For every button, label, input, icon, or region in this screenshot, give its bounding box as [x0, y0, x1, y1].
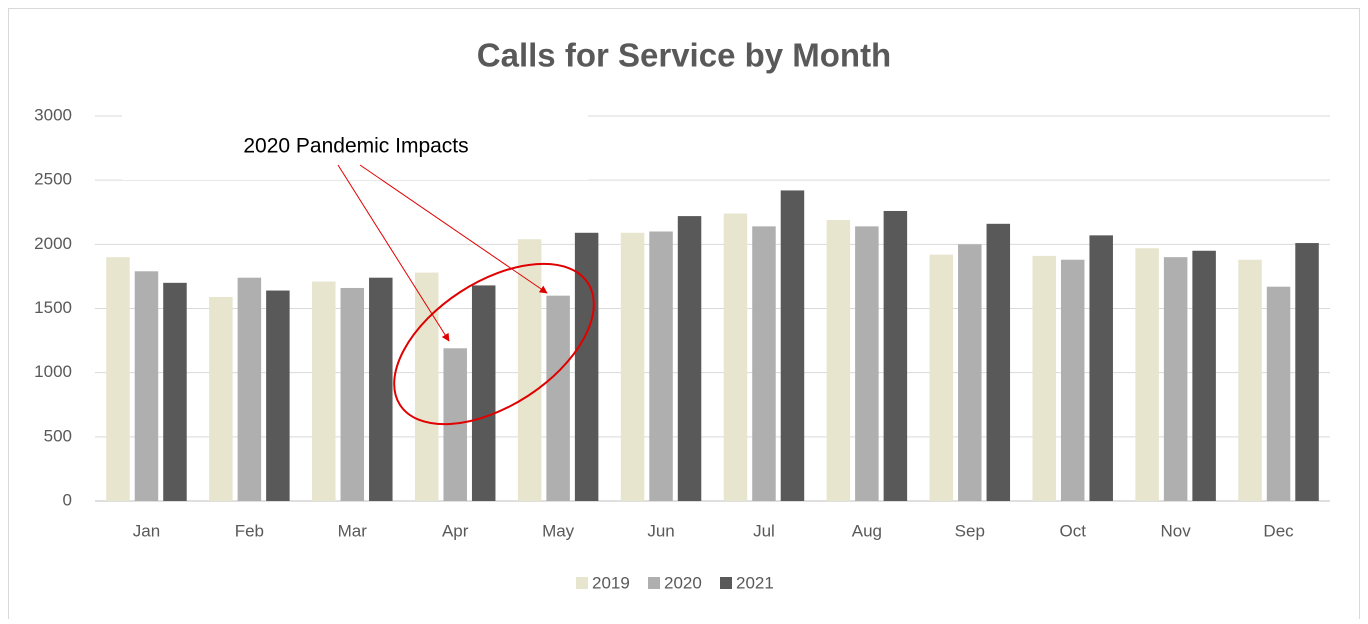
x-tick-label: Jun: [647, 521, 674, 540]
x-tick-label: Aug: [852, 521, 882, 540]
y-tick-label: 1000: [34, 362, 72, 381]
bar: [723, 213, 748, 502]
annotation: 2020 Pandemic Impacts: [122, 112, 595, 426]
bar: [237, 277, 262, 501]
bar: [209, 296, 233, 501]
bar: [780, 190, 805, 501]
x-tick-label: May: [542, 521, 575, 540]
x-tick-label: Sep: [955, 521, 985, 540]
bar: [958, 244, 982, 502]
bar: [340, 287, 365, 501]
y-tick-label: 500: [44, 426, 72, 445]
legend-label: 2019: [592, 573, 630, 592]
bar: [443, 348, 467, 501]
bar: [134, 271, 159, 501]
bar: [1060, 259, 1085, 501]
bar: [546, 295, 570, 501]
x-tick-label: Jan: [133, 521, 160, 540]
x-tick-label: Feb: [235, 521, 264, 540]
x-tick-label: Dec: [1263, 521, 1294, 540]
annotation-arrow: [359, 164, 548, 294]
bar: [369, 277, 393, 501]
bar: [163, 282, 187, 501]
bar: [1089, 235, 1113, 501]
chart-title: Calls for Service by Month: [477, 37, 891, 74]
annotation-ellipse: [393, 262, 595, 426]
bar: [1135, 248, 1159, 501]
bar: [1163, 257, 1188, 501]
y-tick-label: 3000: [34, 105, 72, 124]
x-tick-label: Mar: [338, 521, 368, 540]
x-tick-label: Jul: [753, 521, 775, 540]
bar: [574, 232, 599, 502]
bars: [106, 190, 1319, 502]
y-tick-label: 0: [63, 490, 72, 509]
legend-label: 2021: [736, 573, 774, 592]
bar: [1295, 243, 1319, 502]
bar: [883, 210, 908, 501]
bar: [752, 226, 776, 501]
legend-label: 2020: [664, 573, 702, 592]
legend-swatch: [576, 577, 588, 589]
y-tick-label: 2000: [34, 234, 72, 253]
bar: [1192, 250, 1216, 501]
bar: [826, 219, 851, 501]
bar: [677, 216, 702, 501]
bar: [471, 285, 496, 501]
bar: [620, 232, 645, 502]
annotation-box: [122, 112, 588, 180]
legend: 2019 2020 2021: [576, 573, 774, 592]
x-tick-label: Nov: [1161, 521, 1192, 540]
annotation-arrow: [337, 164, 450, 342]
bar: [517, 239, 542, 501]
legend-swatch: [720, 577, 732, 589]
bar: [106, 257, 130, 501]
bar: [649, 231, 673, 501]
bar: [266, 290, 290, 501]
grid: 0 500 1000 1500 2000 2500 3000 Jan Feb Mar Apr May J…: [34, 105, 1330, 540]
bar: [929, 254, 954, 501]
x-tick-label: Apr: [442, 521, 469, 540]
bar: [855, 226, 879, 501]
bar: [414, 272, 439, 501]
annotation-text: 2020 Pandemic Impacts: [243, 135, 468, 158]
bar: [1266, 286, 1291, 501]
x-tick-label: Oct: [1059, 521, 1086, 540]
y-tick-label: 2500: [34, 170, 72, 189]
bar: [986, 223, 1011, 502]
y-tick-label: 1500: [34, 298, 72, 317]
bar: [1238, 259, 1262, 501]
bar: [1032, 255, 1056, 501]
bar: [312, 281, 336, 501]
legend-swatch: [648, 577, 660, 589]
